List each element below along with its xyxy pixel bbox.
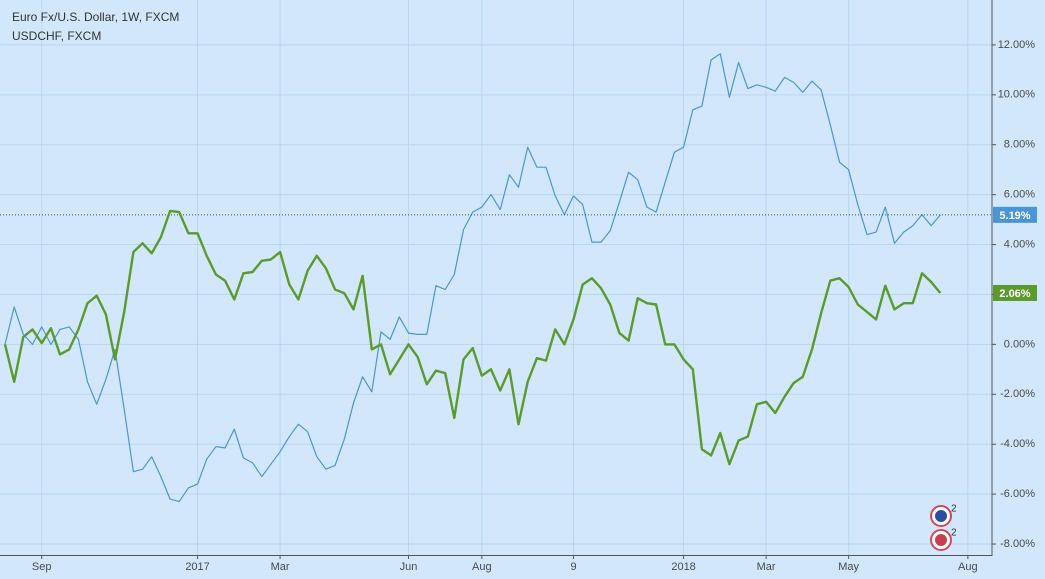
series-line xyxy=(4,53,941,503)
y-tick-label: -4.00% xyxy=(1000,438,1035,450)
y-tick-label: 10.00% xyxy=(998,89,1036,101)
x-tick-label: Mar xyxy=(757,561,776,573)
price-badge xyxy=(993,206,1037,223)
grid xyxy=(0,0,992,555)
plot xyxy=(0,53,992,503)
event-count: 2 xyxy=(951,504,957,515)
y-tick-label: 0.00% xyxy=(1004,338,1035,350)
event-count: 2 xyxy=(951,528,957,539)
y-tick-label: -8.00% xyxy=(1000,538,1035,550)
x-tick-label: 2018 xyxy=(671,561,695,573)
x-tick-label: Aug xyxy=(958,561,978,573)
price-badge xyxy=(993,284,1037,301)
x-tick-label: Sep xyxy=(32,561,52,573)
series-line xyxy=(3,209,942,466)
x-tick-label: 9 xyxy=(570,561,576,573)
labels: 12.00%10.00%8.00%6.00%4.00%2.00%0.00%-2.… xyxy=(32,39,1037,573)
x-tick-label: Jun xyxy=(400,561,418,573)
event-icon-inner xyxy=(935,510,947,522)
y-tick-label: -6.00% xyxy=(1000,488,1035,500)
x-tick-label: Aug xyxy=(472,561,492,573)
price-badge-label: 2.06% xyxy=(999,288,1030,300)
x-tick-label: 2017 xyxy=(185,561,209,573)
event-icon-inner xyxy=(935,534,947,546)
x-tick-label: Mar xyxy=(271,561,290,573)
y-tick-label: 4.00% xyxy=(1004,238,1035,250)
y-tick-label: 8.00% xyxy=(1004,139,1035,151)
legend-main: Euro Fx/U.S. Dollar, 1W, FXCM xyxy=(12,10,179,24)
price-badge-label: 5.19% xyxy=(999,210,1030,222)
y-tick-label: 6.00% xyxy=(1004,189,1035,201)
x-tick-label: May xyxy=(838,561,859,573)
y-tick-label: 12.00% xyxy=(998,39,1036,51)
legend-compare: USDCHF, FXCM xyxy=(12,29,101,43)
y-tick-label: -2.00% xyxy=(1000,388,1035,400)
